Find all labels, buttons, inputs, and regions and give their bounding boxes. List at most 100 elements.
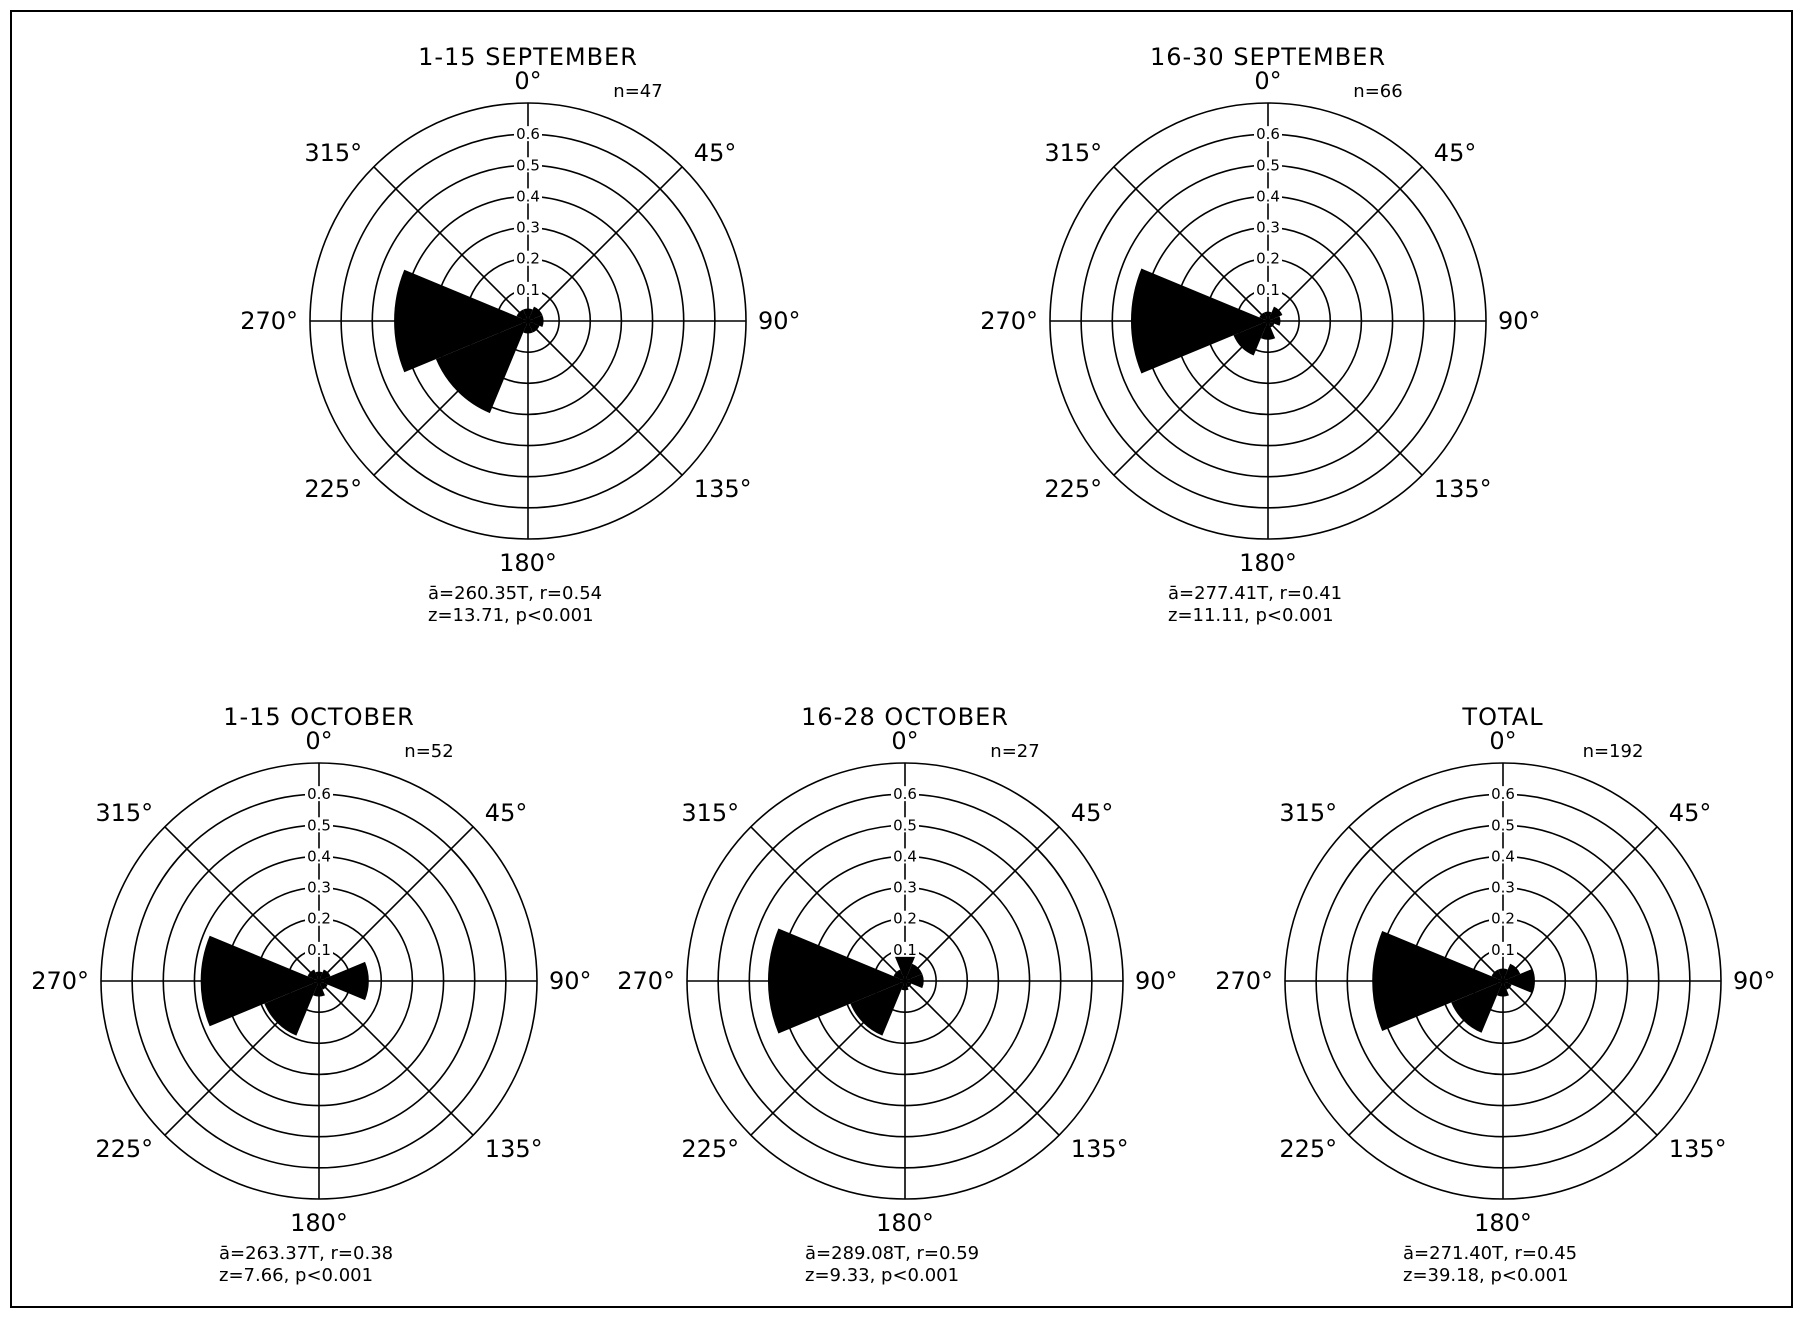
ring-label-bg — [305, 910, 333, 926]
ring-label: 0.5 — [1491, 816, 1515, 834]
ring-label-bg — [305, 786, 333, 802]
direction-label-135: 135° — [485, 1135, 543, 1163]
chart-title: 16-28 OCTOBER — [801, 703, 1009, 731]
direction-label-90: 90° — [1733, 967, 1776, 995]
stats-mean-r: ā=271.40T, r=0.45 — [1403, 1243, 1577, 1264]
ring-label-bg — [891, 848, 919, 864]
ring-label-bg — [1254, 219, 1282, 235]
rose-chart-5: 0.1 0.2 0.3 0.4 0.5 0.6 0° 45° 90° 135° 180° 225° 27… — [1215, 703, 1775, 1286]
ring-label-bg — [514, 219, 542, 235]
rose-chart-3: 0.1 0.2 0.3 0.4 0.5 0.6 0° 45° 90° 135° 180° 225° 27… — [31, 703, 591, 1286]
ring-label: 0.5 — [1256, 156, 1280, 174]
radial-line-45 — [1267, 166, 1423, 322]
chart-title: TOTAL — [1461, 703, 1543, 731]
ring-label: 0.6 — [893, 785, 917, 803]
ring-label: 0.5 — [516, 156, 540, 174]
direction-label-90: 90° — [1498, 307, 1541, 335]
rose-chart-1: 0.1 0.2 0.3 0.4 0.5 0.6 0° 45° 90° 135° 180° 225° 27… — [240, 43, 800, 626]
ring-label: 0.3 — [893, 879, 917, 897]
radial-line-45 — [904, 826, 1060, 982]
direction-label-45: 45° — [485, 799, 528, 827]
direction-label-180: 180° — [876, 1209, 934, 1237]
direction-label-45: 45° — [694, 139, 737, 167]
direction-label-270: 270° — [240, 307, 298, 335]
ring-label-bg — [1254, 157, 1282, 173]
direction-label-225: 225° — [1044, 475, 1102, 503]
radial-line-225 — [1113, 320, 1269, 476]
direction-label-270: 270° — [617, 967, 675, 995]
ring-label-bg — [305, 817, 333, 833]
direction-label-270: 270° — [31, 967, 89, 995]
radial-line-135 — [527, 320, 683, 476]
direction-label-135: 135° — [694, 475, 752, 503]
ring-label: 0.4 — [893, 847, 917, 865]
stats-z-p: z=39.18, p<0.001 — [1403, 1265, 1569, 1286]
direction-label-45: 45° — [1669, 799, 1712, 827]
ring-label: 0.1 — [516, 281, 540, 299]
ring-label-bg — [514, 126, 542, 142]
ring-label: 0.4 — [1256, 187, 1280, 205]
radial-line-225 — [750, 980, 906, 1136]
ring-label-bg — [1489, 848, 1517, 864]
ring-label: 0.2 — [1256, 250, 1280, 268]
ring-label: 0.2 — [1491, 910, 1515, 928]
sample-size-label: n=66 — [1353, 81, 1402, 102]
direction-label-315: 315° — [681, 799, 739, 827]
sample-size-label: n=47 — [613, 81, 662, 102]
radial-line-225 — [373, 320, 529, 476]
radial-line-135 — [1502, 980, 1658, 1136]
direction-label-180: 180° — [499, 549, 557, 577]
ring-label-bg — [514, 188, 542, 204]
direction-label-315: 315° — [1279, 799, 1337, 827]
stats-mean-r: ā=263.37T, r=0.38 — [219, 1243, 393, 1264]
radial-line-315 — [1113, 166, 1269, 322]
ring-label-bg — [891, 786, 919, 802]
ring-label: 0.6 — [516, 125, 540, 143]
sample-size-label: n=192 — [1583, 741, 1644, 762]
direction-label-45: 45° — [1434, 139, 1477, 167]
sample-size-label: n=27 — [990, 741, 1039, 762]
direction-label-90: 90° — [1135, 967, 1178, 995]
figure-panel: 0.1 0.2 0.3 0.4 0.5 0.6 0° 45° 90° 135° 180° 225° 27… — [10, 10, 1793, 1308]
direction-label-180: 180° — [1474, 1209, 1532, 1237]
stats-z-p: z=9.33, p<0.001 — [805, 1265, 959, 1286]
direction-label-0: 0° — [305, 727, 332, 755]
ring-label: 0.5 — [893, 816, 917, 834]
ring-label-bg — [1489, 879, 1517, 895]
radial-line-225 — [164, 980, 320, 1136]
radial-line-45 — [318, 826, 474, 982]
ring-label: 0.1 — [893, 941, 917, 959]
ring-label-bg — [1254, 126, 1282, 142]
ring-label-bg — [891, 817, 919, 833]
direction-label-0: 0° — [1489, 727, 1516, 755]
sample-size-label: n=52 — [404, 741, 453, 762]
direction-label-135: 135° — [1071, 1135, 1129, 1163]
direction-label-225: 225° — [95, 1135, 153, 1163]
radial-line-45 — [527, 166, 683, 322]
stats-z-p: z=13.71, p<0.001 — [428, 605, 594, 626]
ring-label: 0.3 — [1491, 879, 1515, 897]
ring-label: 0.4 — [516, 187, 540, 205]
radial-line-135 — [904, 980, 1060, 1136]
ring-label: 0.3 — [1256, 219, 1280, 237]
ring-label-bg — [305, 941, 333, 957]
direction-label-135: 135° — [1669, 1135, 1727, 1163]
direction-label-225: 225° — [681, 1135, 739, 1163]
radial-line-45 — [1502, 826, 1658, 982]
direction-label-315: 315° — [95, 799, 153, 827]
direction-label-180: 180° — [1239, 549, 1297, 577]
rose-chart-2: 0.1 0.2 0.3 0.4 0.5 0.6 0° 45° 90° 135° 180° 225° 27… — [980, 43, 1540, 626]
ring-label-bg — [1489, 786, 1517, 802]
stats-mean-r: ā=289.08T, r=0.59 — [805, 1243, 979, 1264]
ring-label: 0.4 — [307, 847, 331, 865]
direction-label-90: 90° — [549, 967, 592, 995]
ring-label: 0.3 — [516, 219, 540, 237]
ring-label-bg — [305, 848, 333, 864]
ring-label: 0.5 — [307, 816, 331, 834]
ring-label: 0.1 — [1256, 281, 1280, 299]
direction-label-270: 270° — [980, 307, 1038, 335]
ring-label-bg — [514, 281, 542, 297]
direction-label-0: 0° — [1254, 67, 1281, 95]
ring-label: 0.2 — [307, 910, 331, 928]
radial-line-135 — [1267, 320, 1423, 476]
